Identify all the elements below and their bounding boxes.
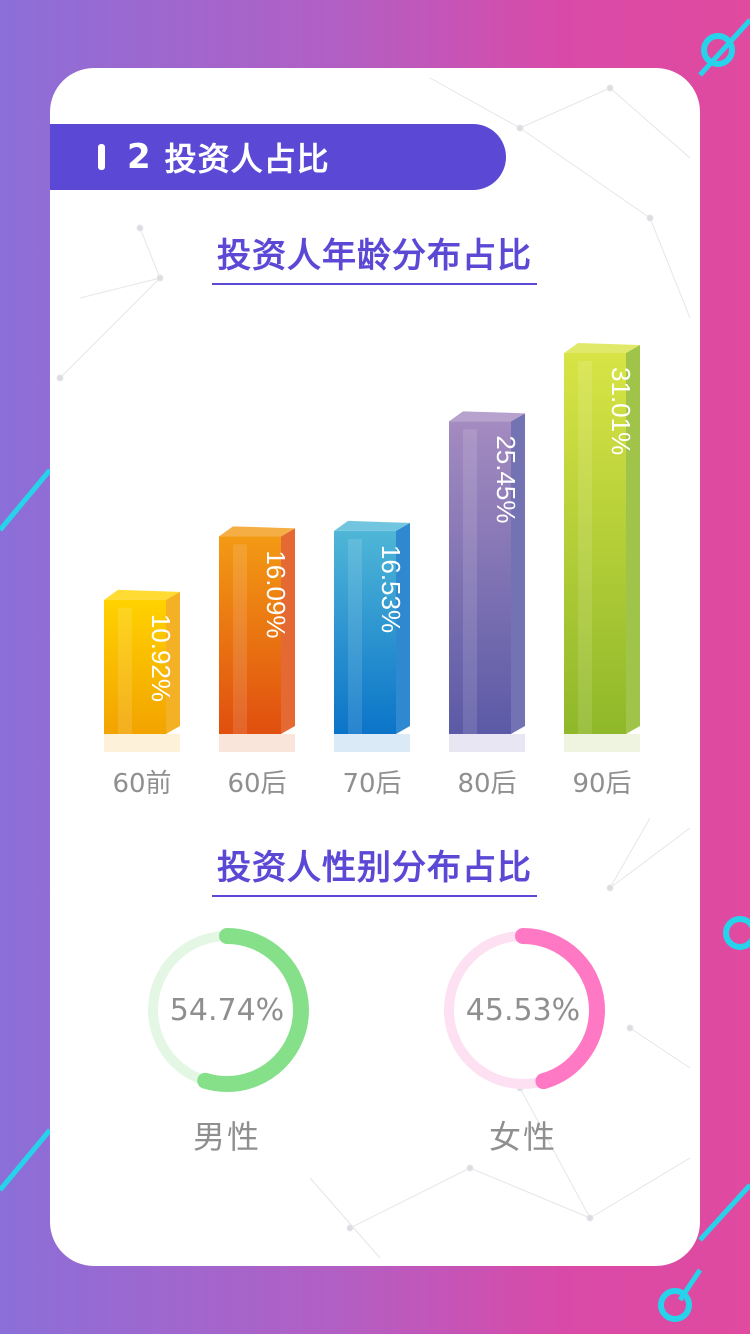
ring-arc xyxy=(145,928,309,1092)
bar-1 xyxy=(219,526,295,752)
section-title: 投资人占比 xyxy=(164,140,330,178)
section-header: 2 投资人占比 xyxy=(50,124,506,190)
bar-4 xyxy=(564,343,640,752)
ring-arc xyxy=(441,928,605,1092)
age-chart-title: 投资人年龄分布占比 xyxy=(212,228,537,285)
male-percent: 54.74% xyxy=(169,992,285,1028)
category-label: 90后 xyxy=(572,769,631,799)
decor-circle xyxy=(658,1288,692,1322)
bar-3 xyxy=(449,411,525,752)
bar-value-label: 16.53% xyxy=(376,545,406,633)
section-number: 2 xyxy=(127,137,151,177)
male-label: 男性 xyxy=(192,1118,261,1156)
category-label: 80后 xyxy=(457,769,516,799)
gender-chart-title: 投资人性别分布占比 xyxy=(212,840,537,897)
bar-value-label: 16.09% xyxy=(261,550,291,638)
female-label: 女性 xyxy=(488,1118,557,1156)
category-label: 60后 xyxy=(227,769,286,799)
decor-circle xyxy=(723,916,750,950)
bar-0 xyxy=(104,589,180,752)
network-pattern xyxy=(56,77,691,1259)
category-label: 70后 xyxy=(342,769,401,799)
decor-circle xyxy=(701,33,735,67)
bar-2 xyxy=(334,520,410,752)
female-ring: 45.53% xyxy=(438,925,608,1095)
female-percent: 45.53% xyxy=(465,992,581,1028)
section-marker xyxy=(98,144,105,170)
category-label: 60前 xyxy=(112,769,171,799)
content-card: 2 投资人占比 投资人年龄分布占比 10.92% 60前 16.09% 60后 16.5… xyxy=(50,68,700,1266)
bar-value-label: 25.45% xyxy=(491,435,521,523)
bar-value-label: 31.01% xyxy=(606,367,636,455)
bar-value-label: 10.92% xyxy=(146,614,176,702)
age-bar-chart: 10.92% 60前 16.09% 60后 16.53% 70后 25.45% 80后 31.0… xyxy=(104,343,640,799)
male-ring: 54.74% xyxy=(142,925,312,1095)
